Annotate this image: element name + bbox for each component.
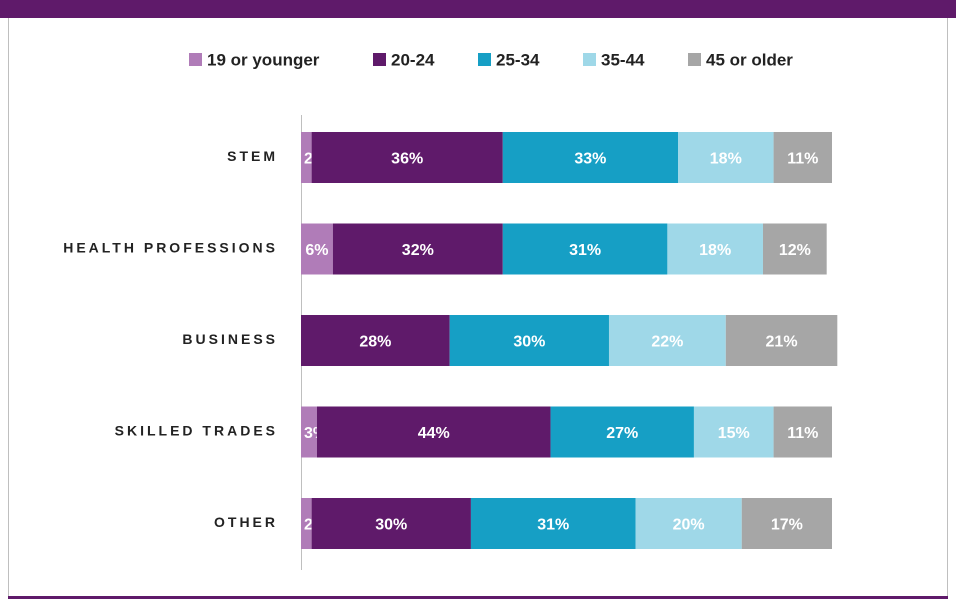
bar-segment: [773, 406, 832, 458]
value-label: 36%: [391, 151, 423, 168]
value-label: 30%: [375, 517, 407, 534]
legend-swatch: [583, 53, 596, 66]
legend-swatch: [688, 53, 701, 66]
value-label: 20%: [673, 517, 705, 534]
bar-segment: [741, 498, 832, 549]
category-label: BUSINESS: [182, 331, 278, 347]
bar-segment: [301, 132, 312, 183]
bar-segment: [635, 498, 742, 549]
bar-segment: [449, 315, 609, 366]
value-label: 18%: [710, 151, 742, 168]
value-label: 30%: [513, 334, 545, 351]
header-bar: [0, 0, 956, 18]
bar-segment: [301, 406, 317, 458]
bar-segment: [502, 132, 679, 183]
bar-segment: [762, 223, 827, 275]
value-label: 27%: [606, 425, 638, 442]
bar-segment: [332, 223, 503, 275]
legend-label: 19 or younger: [207, 50, 320, 69]
value-label: 15%: [718, 425, 750, 442]
legend-label: 20-24: [391, 50, 435, 69]
category-label: STEM: [227, 148, 278, 164]
value-label: 44%: [418, 425, 450, 442]
bar-segment: [316, 406, 551, 458]
bar-segment: [311, 498, 471, 549]
value-label: 18%: [699, 242, 731, 259]
bar-segment: [311, 132, 503, 183]
bar-segment: [667, 223, 763, 275]
legend-swatch: [189, 53, 202, 66]
bar-segment: [502, 223, 668, 275]
legend-swatch: [373, 53, 386, 66]
value-label: 6%: [305, 242, 328, 259]
bar-segment: [773, 132, 832, 183]
category-label: HEALTH PROFESSIONS: [63, 240, 278, 256]
bar-segment: [550, 406, 694, 458]
bar-segment: [608, 315, 726, 366]
value-label: 22%: [651, 334, 683, 351]
category-label: OTHER: [214, 514, 278, 530]
legend-label: 35-44: [601, 50, 645, 69]
bar-segment: [678, 132, 774, 183]
bar-segment: [301, 223, 333, 275]
bar-segment: [301, 315, 450, 366]
footer-bar: [8, 596, 948, 599]
value-label: 21%: [766, 334, 798, 351]
value-label: 28%: [359, 334, 391, 351]
value-label: 32%: [402, 242, 434, 259]
bar-segment: [470, 498, 636, 549]
value-label: 12%: [779, 242, 811, 259]
bar-segment: [301, 498, 312, 549]
value-label: 31%: [537, 517, 569, 534]
value-label: 11%: [787, 425, 818, 442]
value-label: 17%: [771, 517, 803, 534]
legend-label: 45 or older: [706, 50, 793, 69]
bar-segment: [693, 406, 774, 458]
bar-segment: [725, 315, 838, 366]
value-label: 33%: [574, 151, 606, 168]
legend-swatch: [478, 53, 491, 66]
value-label: 11%: [787, 151, 818, 168]
legend-label: 25-34: [496, 50, 540, 69]
value-label: 31%: [569, 242, 601, 259]
category-label: SKILLED TRADES: [115, 423, 278, 439]
